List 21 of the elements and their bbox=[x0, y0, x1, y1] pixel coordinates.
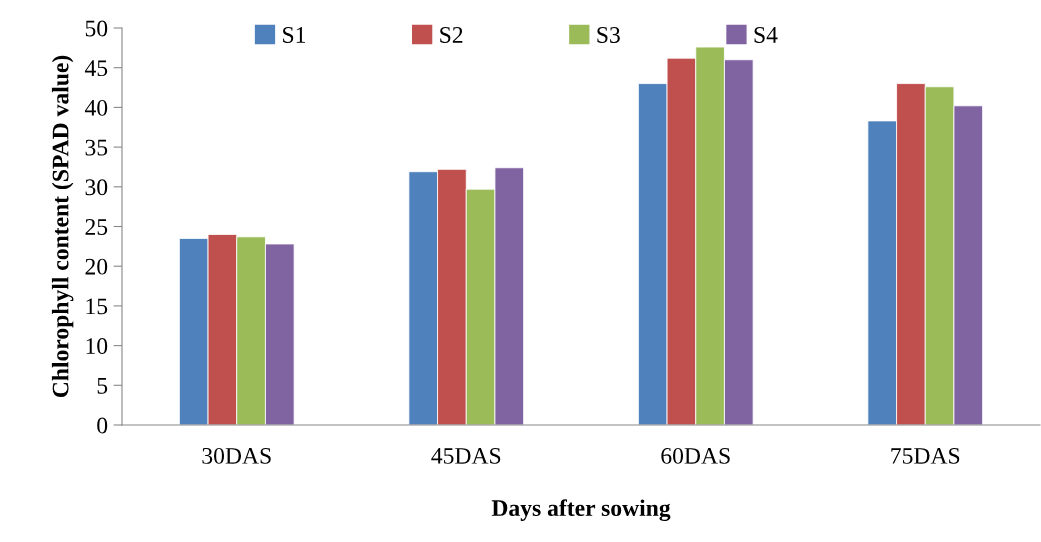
y-tick-label: 25 bbox=[85, 219, 108, 235]
y-tick-label: 40 bbox=[84, 99, 108, 116]
y-tick-label: 45 bbox=[84, 60, 108, 77]
y-tick-label: 35 bbox=[85, 139, 108, 156]
y-tick-label: 20 bbox=[85, 258, 108, 275]
y-tick-label: 10 bbox=[86, 338, 108, 355]
legend-label: S4 bbox=[754, 27, 778, 43]
x-tick-label: 30DAS bbox=[202, 447, 271, 464]
x-tick-label: 60DAS bbox=[661, 447, 730, 464]
y-tick-label: 0 bbox=[97, 417, 108, 434]
legend-label: S1 bbox=[283, 27, 306, 43]
y-axis-title: Chlorophyll content (SPAD value) bbox=[51, 55, 74, 398]
x-axis-title: Days after sowing bbox=[491, 499, 671, 522]
legend-label: S3 bbox=[597, 27, 620, 43]
x-tick-label: 75DAS bbox=[891, 447, 960, 464]
y-tick-label: 30 bbox=[85, 179, 108, 196]
legend-label: S2 bbox=[440, 27, 463, 43]
y-tick-label: 50 bbox=[85, 20, 108, 37]
y-tick-label: 5 bbox=[97, 378, 108, 394]
y-tick-label: 15 bbox=[86, 298, 108, 315]
x-tick-label: 45DAS bbox=[431, 447, 501, 464]
